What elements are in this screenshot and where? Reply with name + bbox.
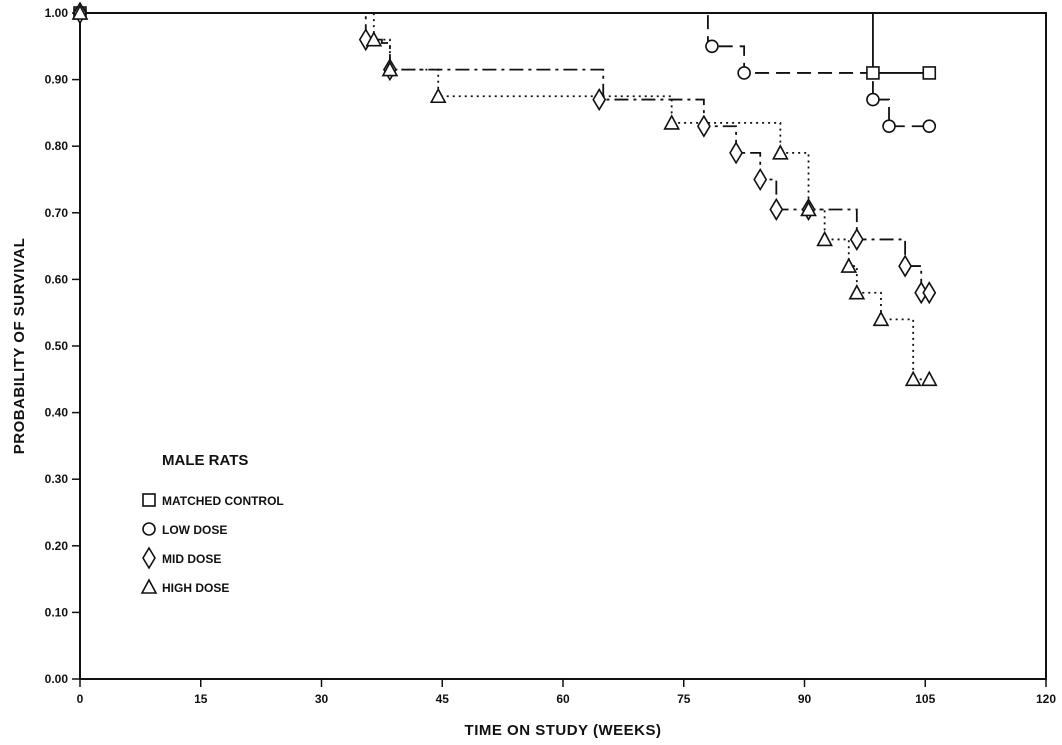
data-point-circle	[866, 92, 880, 107]
legend-marker-square	[142, 493, 156, 507]
data-point-square	[922, 66, 937, 80]
data-point-diamond	[769, 197, 784, 222]
x-tick-label: 60	[556, 692, 570, 706]
y-tick-label: 0.80	[45, 139, 69, 153]
x-axis-title: TIME ON STUDY (WEEKS)	[465, 722, 662, 739]
data-point-diamond	[729, 141, 744, 165]
x-tick-label: 30	[315, 692, 329, 706]
data-point-circle	[737, 66, 751, 80]
data-point-diamond	[849, 227, 864, 251]
data-point-square	[866, 66, 880, 80]
y-tick-label: 0.00	[45, 672, 69, 686]
data-point-diamond	[696, 114, 711, 138]
data-point-triangle	[848, 284, 866, 300]
legend-label: HIGH DOSE	[162, 581, 229, 595]
x-axis: 0 15 30 45 60 75 90 105 120	[77, 679, 1056, 706]
data-point-circle	[882, 119, 896, 134]
series-square	[80, 12, 930, 74]
y-tick-label: 0.60	[45, 272, 69, 286]
data-point-diamond	[922, 281, 937, 305]
data-point-triangle	[840, 257, 858, 273]
series-markers-triangle	[71, 4, 938, 387]
series-layer	[71, 1, 938, 387]
legend-title: MALE RATS	[162, 452, 248, 469]
y-tick-label: 0.50	[45, 339, 69, 353]
legend-marker-circle	[142, 522, 156, 536]
series-diamond	[80, 12, 930, 294]
x-tick-label: 45	[436, 692, 450, 706]
y-tick-label: 0.30	[45, 472, 69, 486]
data-point-diamond	[898, 254, 913, 278]
series-markers-circle	[73, 6, 937, 134]
plot-frame	[79, 12, 1047, 680]
data-point-triangle	[816, 230, 833, 247]
data-point-diamond	[592, 88, 607, 112]
data-point-triangle	[429, 87, 447, 104]
series-line	[80, 12, 930, 74]
y-axis-title: PROBABILITY OF SURVIVAL	[11, 238, 28, 455]
legend-label: MID DOSE	[162, 552, 221, 566]
legend: MALE RATS MATCHED CONTROL LOW DOSE MID DOS…	[140, 452, 284, 595]
x-tick-label: 105	[915, 692, 935, 706]
data-point-triangle	[365, 30, 383, 47]
data-point-triangle	[800, 200, 817, 217]
x-tick-label: 75	[677, 692, 691, 706]
series-markers-square	[73, 6, 937, 80]
data-point-triangle	[872, 310, 890, 327]
data-point-circle	[705, 39, 719, 54]
data-point-triangle	[772, 144, 789, 160]
y-tick-label: 0.40	[45, 406, 69, 420]
legend-marker-triangle	[140, 578, 158, 594]
x-tick-label: 15	[194, 692, 208, 706]
x-tick-label: 120	[1036, 692, 1056, 706]
data-point-triangle	[920, 370, 938, 387]
series-line	[80, 12, 930, 294]
data-point-triangle	[904, 370, 922, 387]
x-tick-label: 0	[77, 692, 84, 706]
series-line	[80, 12, 930, 381]
legend-label: LOW DOSE	[162, 523, 227, 537]
y-axis: 0.00 0.10 0.20 0.30 0.40 0.50 0.60 0.70 0.80 0.90…	[45, 6, 80, 686]
y-tick-label: 0.10	[45, 605, 69, 619]
x-tick-label: 90	[798, 692, 812, 706]
series-line	[80, 12, 930, 128]
legend-label: MATCHED CONTROL	[162, 494, 284, 508]
data-point-triangle	[663, 114, 681, 130]
y-tick-label: 1.00	[45, 6, 69, 20]
data-point-triangle	[381, 60, 399, 77]
data-point-circle	[922, 119, 937, 134]
data-point-triangle	[71, 4, 89, 20]
data-point-diamond	[753, 167, 768, 192]
series-triangle	[80, 12, 930, 381]
series-circle	[80, 12, 930, 128]
y-tick-label: 0.90	[45, 73, 69, 87]
legend-items: MATCHED CONTROL LOW DOSE MID DOSE HIGH DOSE	[140, 493, 284, 595]
legend-marker-diamond	[142, 546, 156, 570]
y-tick-label: 0.20	[45, 539, 69, 553]
y-tick-label: 0.70	[45, 206, 69, 220]
